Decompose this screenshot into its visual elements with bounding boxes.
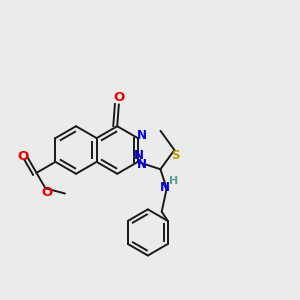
Text: H: H — [169, 176, 178, 186]
Text: S: S — [172, 149, 180, 162]
Text: N: N — [134, 149, 144, 162]
Text: N: N — [137, 158, 147, 171]
Text: O: O — [17, 150, 28, 163]
Text: N: N — [137, 129, 147, 142]
Text: O: O — [113, 91, 124, 103]
Text: O: O — [41, 186, 53, 199]
Text: N: N — [160, 181, 170, 194]
